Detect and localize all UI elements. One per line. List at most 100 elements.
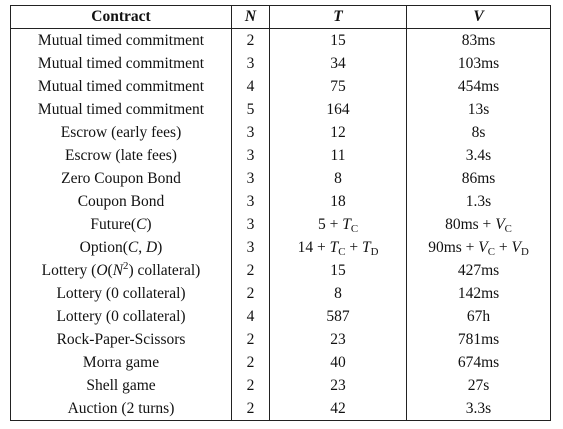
table-row: Future(C) 3 5 + TC 80ms + VC: [10, 213, 551, 236]
cell-text: C: [350, 223, 359, 235]
header-cell: Contract: [10, 5, 232, 29]
cell-text: 90ms +: [428, 239, 479, 256]
table-cell: Morra game: [10, 351, 232, 374]
table-cell: Option(C, D): [10, 236, 232, 259]
results-table: Contract N T V Mutual timed commitment 2 15 83…: [10, 5, 551, 421]
table-cell: 2: [231, 282, 270, 305]
table-cell: Escrow (early fees): [10, 121, 232, 144]
table-cell: 674ms: [406, 351, 551, 374]
cell-text: N: [112, 262, 124, 279]
table-cell: Auction (2 turns): [10, 397, 232, 421]
cell-text: D: [370, 246, 379, 258]
table-cell: 40: [269, 351, 407, 374]
cell-text: D: [145, 239, 158, 256]
cell-text: ): [157, 239, 163, 256]
table-cell: 2: [231, 328, 270, 351]
table-cell: 3.3s: [406, 397, 551, 421]
cell-text: ): [146, 216, 152, 233]
table-cell: 5: [231, 98, 270, 121]
table-cell: 587: [269, 305, 407, 328]
table-cell: Zero Coupon Bond: [10, 167, 232, 190]
cell-text: T: [329, 239, 339, 256]
table-cell: Rock-Paper-Scissors: [10, 328, 232, 351]
table-cell: 90ms + VC + VD: [406, 236, 551, 259]
table-row: Zero Coupon Bond 3 8 86ms: [10, 167, 551, 190]
table-cell: 2: [231, 351, 270, 374]
table-cell: 164: [269, 98, 407, 121]
table-cell: Mutual timed commitment: [10, 98, 232, 121]
cell-text: (: [107, 262, 113, 279]
table-cell: 83ms: [406, 28, 551, 52]
cell-text: Lottery (: [41, 262, 97, 279]
table-cell: 13s: [406, 98, 551, 121]
table-row: Lottery (0 collateral) 2 8 142ms: [10, 282, 551, 305]
cell-text: V: [478, 239, 488, 256]
cell-text: Future(: [90, 216, 137, 233]
table-cell: 2: [231, 374, 270, 397]
cell-text: 5 +: [317, 216, 343, 233]
cell-text: D: [520, 246, 529, 258]
table-cell: 15: [269, 28, 407, 52]
cell-text: C: [504, 223, 512, 235]
table-row: Coupon Bond 3 18 1.3s: [10, 190, 551, 213]
table-cell: 1.3s: [406, 190, 551, 213]
table-cell: 3: [231, 167, 270, 190]
table-cell: 454ms: [406, 75, 551, 98]
table-cell: 23: [269, 374, 407, 397]
table-cell: 18: [269, 190, 407, 213]
cell-text: ) collateral): [128, 262, 201, 279]
table-cell: 4: [231, 305, 270, 328]
table-row: Mutual timed commitment 4 75 454ms: [10, 75, 551, 98]
table-cell: Future(C): [10, 213, 232, 236]
table-cell: 3: [231, 144, 270, 167]
table-cell: 8: [269, 282, 407, 305]
cell-text: O: [96, 262, 108, 279]
table-row: Auction (2 turns) 2 42 3.3s: [10, 397, 551, 421]
cell-text: C: [487, 246, 495, 258]
table-cell: 11: [269, 144, 407, 167]
table-row: Morra game 2 40 674ms: [10, 351, 551, 374]
cell-text: 2: [123, 260, 129, 272]
header-cell: N: [231, 5, 270, 29]
cell-text: ,: [138, 239, 146, 256]
table-cell: 2: [231, 397, 270, 421]
table-row: Shell game 2 23 27s: [10, 374, 551, 397]
cell-text: +: [494, 239, 512, 256]
table-cell: Mutual timed commitment: [10, 75, 232, 98]
cell-text: T: [342, 216, 351, 233]
table-row: Escrow (early fees) 3 12 8s: [10, 121, 551, 144]
table-cell: 103ms: [406, 52, 551, 75]
cell-text: Option(: [79, 239, 128, 256]
table-cell: 3: [231, 52, 270, 75]
table-cell: 34: [269, 52, 407, 75]
table-cell: Lottery (0 collateral): [10, 305, 232, 328]
table-cell: Escrow (late fees): [10, 144, 232, 167]
cell-text: C: [136, 216, 147, 233]
table-cell: Lottery (O(N2) collateral): [10, 259, 232, 282]
table-cell: 15: [269, 259, 407, 282]
cell-text: 14 +: [297, 239, 330, 256]
table-row: Mutual timed commitment 2 15 83ms: [10, 28, 551, 52]
table-cell: 2: [231, 259, 270, 282]
table-cell: 3: [231, 236, 270, 259]
table-cell: 27s: [406, 374, 551, 397]
cell-text: 80ms +: [445, 216, 496, 233]
table-cell: 2: [231, 28, 270, 52]
table-cell: 80ms + VC: [406, 213, 551, 236]
table-cell: 12: [269, 121, 407, 144]
cell-text: C: [338, 246, 346, 258]
table-cell: Mutual timed commitment: [10, 52, 232, 75]
cell-text: V: [495, 216, 505, 233]
header-cell: T: [269, 5, 407, 29]
table-cell: Shell game: [10, 374, 232, 397]
table-cell: 781ms: [406, 328, 551, 351]
table-cell: 23: [269, 328, 407, 351]
table-cell: 3: [231, 121, 270, 144]
table-cell: 3: [231, 213, 270, 236]
table-cell: 42: [269, 397, 407, 421]
table-cell: Lottery (0 collateral): [10, 282, 232, 305]
table-cell: 5 + TC: [269, 213, 407, 236]
cell-text: C: [127, 239, 139, 256]
table-cell: 4: [231, 75, 270, 98]
